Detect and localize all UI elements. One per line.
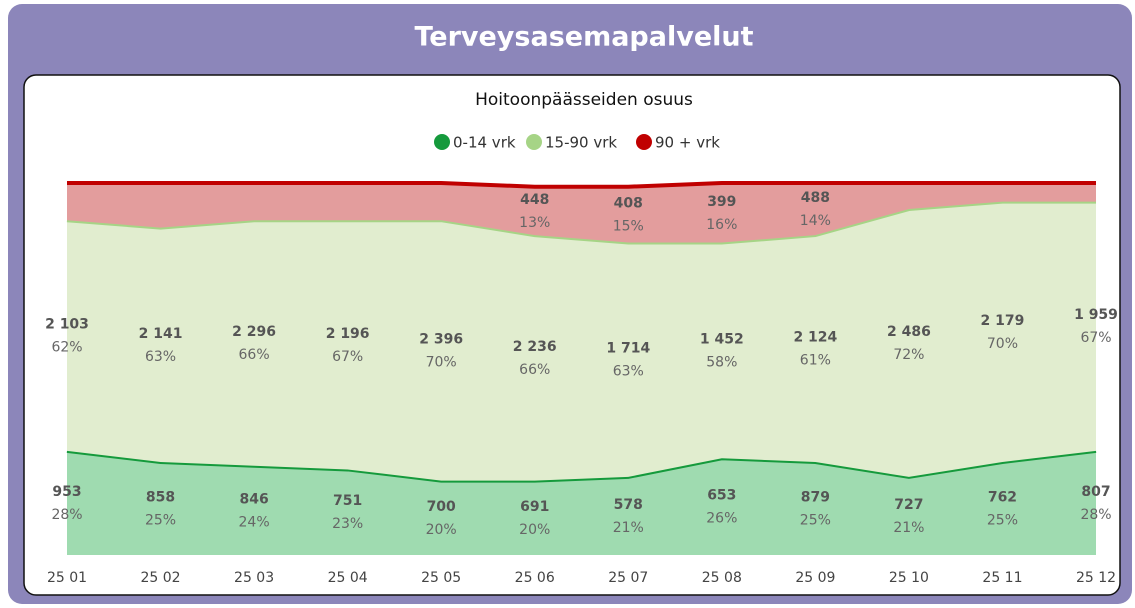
- legend-label: 15-90 vrk: [545, 134, 617, 152]
- count-label: 2 486: [887, 324, 931, 340]
- percent-label: 70%: [987, 336, 1018, 352]
- area: [67, 201, 1096, 481]
- count-label: 727: [894, 497, 923, 513]
- percent-label: 72%: [893, 347, 924, 363]
- area: [67, 183, 1096, 243]
- count-label: 2 141: [139, 326, 183, 342]
- count-label: 408: [614, 196, 643, 212]
- legend-marker: [636, 134, 652, 150]
- percent-label: 25%: [800, 513, 831, 529]
- count-label: 2 196: [326, 326, 370, 342]
- percent-label: 14%: [800, 213, 831, 229]
- x-tick-label: 25 08: [702, 570, 742, 586]
- count-label: 751: [333, 493, 362, 509]
- count-label: 2 236: [513, 339, 557, 355]
- x-tick-label: 25 07: [608, 570, 648, 586]
- count-label: 879: [801, 490, 830, 506]
- percent-label: 70%: [426, 354, 457, 370]
- count-label: 1 714: [606, 341, 650, 357]
- percent-label: 21%: [613, 520, 644, 536]
- percent-label: 66%: [239, 347, 270, 363]
- count-label: 653: [707, 488, 736, 504]
- percent-label: 20%: [426, 522, 457, 538]
- count-label: 691: [520, 499, 549, 515]
- percent-label: 21%: [893, 520, 924, 536]
- x-tick-label: 25 05: [421, 570, 461, 586]
- percent-label: 23%: [332, 516, 363, 532]
- count-label: 2 124: [793, 330, 837, 346]
- count-label: 2 103: [45, 317, 89, 333]
- x-tick-label: 25 12: [1076, 570, 1116, 586]
- x-tick-label: 25 03: [234, 570, 274, 586]
- percent-label: 25%: [145, 513, 176, 529]
- percent-label: 13%: [519, 215, 550, 231]
- count-label: 2 296: [232, 324, 276, 340]
- count-label: 953: [52, 484, 81, 500]
- count-label: 2 396: [419, 331, 463, 347]
- percent-label: 24%: [239, 514, 270, 530]
- count-label: 846: [239, 491, 268, 507]
- percent-label: 62%: [51, 340, 82, 356]
- x-tick-label: 25 06: [515, 570, 555, 586]
- x-tick-label: 25 11: [982, 570, 1022, 586]
- count-label: 858: [146, 490, 175, 506]
- percent-label: 16%: [706, 217, 737, 233]
- count-label: 807: [1081, 484, 1110, 500]
- percent-label: 26%: [706, 511, 737, 527]
- percent-label: 66%: [519, 362, 550, 378]
- area: [67, 450, 1096, 555]
- header-title: Terveysasemapalvelut: [414, 22, 753, 53]
- percent-label: 58%: [706, 354, 737, 370]
- x-tick-label: 25 09: [795, 570, 835, 586]
- count-label: 1 452: [700, 331, 744, 347]
- percent-label: 63%: [145, 349, 176, 365]
- count-label: 448: [520, 192, 549, 208]
- count-label: 1 959: [1074, 307, 1118, 323]
- count-label: 488: [801, 190, 830, 206]
- count-label: 578: [614, 497, 643, 513]
- percent-label: 20%: [519, 522, 550, 538]
- legend-label: 90 + vrk: [655, 134, 720, 152]
- percent-label: 61%: [800, 353, 831, 369]
- count-label: 399: [707, 194, 736, 210]
- x-tick-label: 25 01: [47, 570, 87, 586]
- percent-label: 28%: [51, 507, 82, 523]
- percent-label: 67%: [332, 349, 363, 365]
- percent-label: 25%: [987, 513, 1018, 529]
- area-line: [67, 181, 1096, 189]
- x-tick-label: 25 04: [328, 570, 368, 586]
- x-tick-label: 25 02: [140, 570, 180, 586]
- legend-marker: [434, 134, 450, 150]
- chart-title: Hoitoonpäässeiden osuus: [475, 90, 693, 110]
- percent-label: 15%: [613, 219, 644, 235]
- count-label: 2 179: [981, 313, 1025, 329]
- count-label: 700: [427, 499, 456, 515]
- count-label: 762: [988, 490, 1017, 506]
- legend-label: 0-14 vrk: [453, 134, 516, 152]
- percent-label: 67%: [1080, 330, 1111, 346]
- x-tick-label: 25 10: [889, 570, 929, 586]
- percent-label: 63%: [613, 364, 644, 380]
- legend-marker: [526, 134, 542, 150]
- percent-label: 28%: [1080, 507, 1111, 523]
